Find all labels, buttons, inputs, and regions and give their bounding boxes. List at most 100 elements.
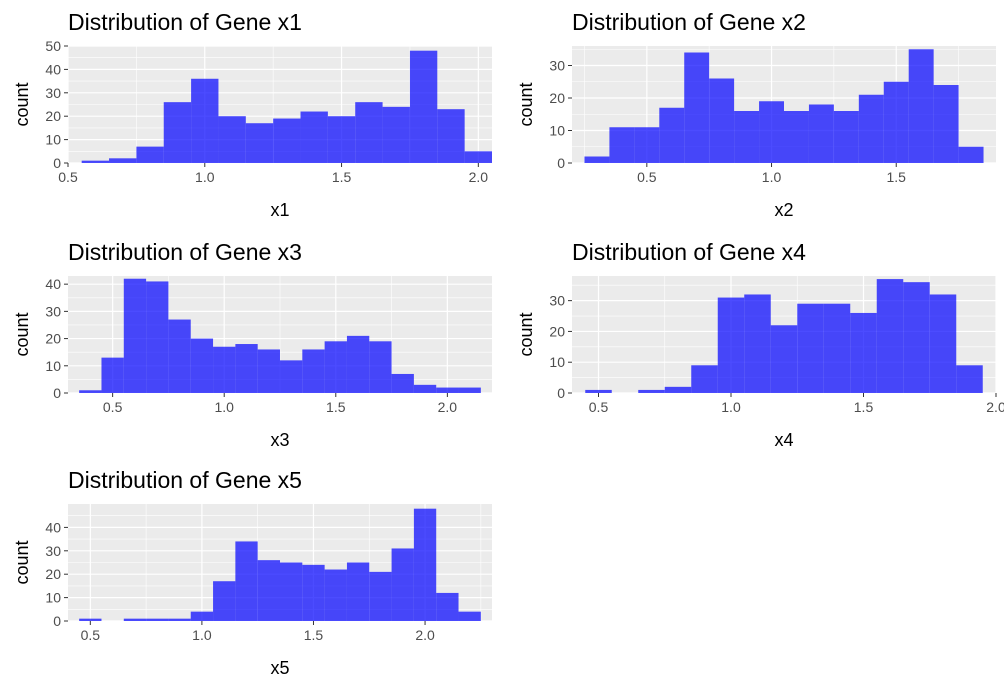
histogram-bar [691, 365, 718, 393]
histogram-bar [609, 127, 635, 163]
histogram-bar [273, 118, 301, 163]
x-axis-label: x3 [270, 430, 289, 450]
histogram-bar [79, 390, 102, 393]
histogram-bar [79, 618, 102, 621]
histogram-bar [458, 387, 481, 393]
histogram-bar [101, 357, 124, 393]
y-axis-label: count [12, 82, 32, 126]
histogram-bar [355, 102, 383, 163]
x-axis-label: x1 [270, 200, 289, 220]
y-tick-label: 10 [45, 590, 61, 606]
y-tick-label: 20 [549, 323, 565, 339]
histogram-bar [257, 560, 280, 621]
histogram-bar [409, 50, 438, 163]
y-tick-label: 20 [45, 566, 61, 582]
histogram-bar [634, 127, 660, 163]
histogram-bar [684, 52, 710, 163]
histogram-svg: 0.5 1.0 1.5 2.0 0 10 20 30 Distribution of Gene … [516, 239, 1004, 450]
histogram-bar [391, 373, 414, 393]
histogram-bar [823, 303, 851, 393]
histogram-bar [413, 384, 437, 393]
x-tick-label: 1.0 [721, 399, 741, 415]
y-axis-label: count [12, 540, 32, 584]
x-tick-label: 1.0 [192, 627, 212, 643]
y-tick-label: 10 [45, 358, 61, 374]
histogram-bar [638, 389, 665, 393]
x-tick-label: 2.0 [415, 627, 435, 643]
histogram-bar [81, 160, 110, 163]
histogram-bar [235, 541, 258, 621]
histogram-bar [436, 592, 459, 621]
histogram-bar [346, 562, 370, 621]
histogram-svg: 0.5 1.0 1.5 2.0 0 10 20 30 40 50 Distribution of G… [12, 9, 492, 220]
x-tick-label: 1.5 [854, 399, 874, 415]
y-tick-label: 0 [557, 385, 565, 401]
histogram-bar [280, 562, 303, 621]
histogram-bar [933, 85, 959, 163]
histogram-bar [123, 278, 147, 393]
histogram-bar [903, 282, 930, 393]
histogram-bar [146, 618, 169, 621]
y-tick-label: 50 [45, 38, 61, 54]
histogram-bar [163, 102, 192, 163]
histogram-bar [280, 360, 303, 393]
histogram-bar [584, 156, 610, 163]
x-tick-label: 1.0 [195, 169, 215, 185]
histogram-bar [770, 325, 798, 393]
histogram-bar [213, 346, 236, 393]
chart-title: Distribution of Gene x4 [572, 239, 806, 265]
histogram-bar [324, 569, 347, 621]
y-axis-label: count [516, 312, 536, 356]
histogram-panel-x2: 0.5 1.0 1.5 0 10 20 30 Distribution of Gene x2 x… [504, 0, 1004, 230]
x-tick-label: 0.5 [103, 399, 123, 415]
histogram-bar [190, 611, 214, 621]
histogram-bar [437, 109, 465, 163]
x-tick-label: 1.0 [762, 169, 782, 185]
x-tick-label: 1.5 [887, 169, 907, 185]
histogram-bar [464, 151, 492, 163]
histogram-bar [302, 564, 325, 621]
histogram-bar [458, 611, 481, 621]
histogram-bar [218, 116, 246, 163]
histogram-panel-x4: 0.5 1.0 1.5 2.0 0 10 20 30 Distribution of Gene … [504, 230, 1004, 460]
y-tick-label: 20 [45, 331, 61, 347]
histogram-bar [734, 111, 760, 163]
histogram-bar [929, 294, 957, 393]
x-tick-label: 1.5 [326, 399, 346, 415]
y-tick-label: 0 [53, 613, 61, 629]
y-tick-label: 0 [53, 385, 61, 401]
x-axis-label: x5 [270, 658, 289, 678]
y-tick-label: 30 [549, 58, 565, 74]
histogram-bar [717, 297, 745, 393]
histogram-bar [797, 303, 824, 393]
histogram-bar [436, 387, 459, 393]
histogram-bar [883, 81, 909, 163]
histogram-bar [257, 349, 280, 393]
histogram-bar [109, 158, 137, 163]
histogram-bar [664, 386, 692, 393]
x-tick-label: 0.5 [637, 169, 657, 185]
histogram-bar [956, 365, 983, 393]
y-tick-label: 30 [45, 543, 61, 559]
x-tick-label: 2.0 [986, 399, 1004, 415]
histogram-bar [123, 618, 147, 621]
y-tick-label: 40 [45, 519, 61, 535]
histogram-bar [168, 618, 191, 621]
histogram-panel-x5: 0.5 1.0 1.5 2.0 0 10 20 30 40 Distribution of Gen… [0, 458, 500, 688]
histogram-bar [302, 349, 325, 393]
y-tick-label: 40 [45, 61, 61, 77]
histogram-bar [346, 335, 370, 393]
histogram-bar [958, 146, 984, 163]
histogram-bar [808, 104, 834, 163]
histogram-bar [709, 78, 735, 163]
y-axis-label: count [516, 82, 536, 126]
y-tick-label: 20 [549, 90, 565, 106]
histogram-panel-x1: 0.5 1.0 1.5 2.0 0 10 20 30 40 50 Distribution of G… [0, 0, 500, 230]
histogram-panel-x3: 0.5 1.0 1.5 2.0 0 10 20 30 40 Distribution of Gen… [0, 230, 500, 460]
chart-title: Distribution of Gene x1 [68, 9, 302, 35]
histogram-bar [382, 106, 410, 163]
y-tick-label: 40 [45, 276, 61, 292]
x-axis-label: x4 [774, 430, 793, 450]
y-tick-label: 30 [45, 303, 61, 319]
y-tick-label: 0 [557, 155, 565, 171]
